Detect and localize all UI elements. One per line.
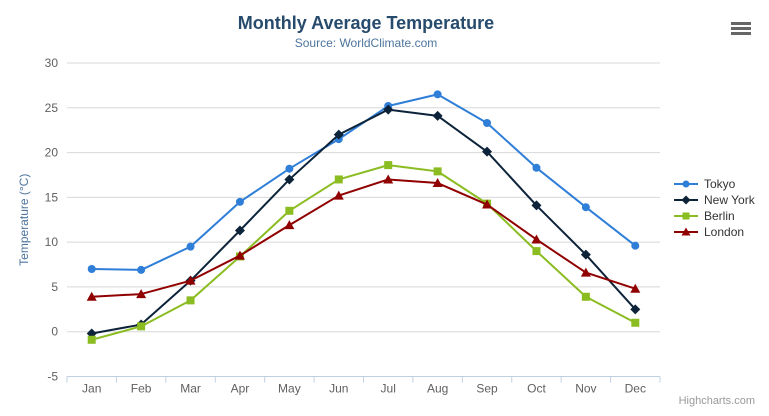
- context-menu-button[interactable]: [728, 17, 754, 39]
- circle-marker[interactable]: [235, 197, 244, 206]
- triangle-marker[interactable]: [580, 267, 591, 277]
- circle-marker[interactable]: [631, 241, 640, 250]
- square-marker[interactable]: [581, 292, 590, 301]
- legend: Tokyo New York Berlin London: [673, 176, 755, 240]
- diamond-marker[interactable]: [482, 146, 493, 157]
- triangle-marker[interactable]: [136, 289, 147, 299]
- legend-triangle-symbol: [674, 227, 698, 236]
- circle-marker[interactable]: [483, 119, 492, 128]
- legend-item-london[interactable]: London: [673, 224, 755, 240]
- x-axis-tick-label: Aug: [427, 382, 448, 396]
- circle-marker[interactable]: [682, 180, 690, 188]
- legend-item-new-york[interactable]: New York: [673, 192, 755, 208]
- y-axis-tick-label: 10: [45, 235, 59, 249]
- triangle-marker[interactable]: [681, 227, 691, 236]
- chart-title: Monthly Average Temperature: [237, 13, 495, 33]
- y-axis-tick-label: 25: [45, 101, 59, 115]
- series-new-york[interactable]: [86, 104, 641, 339]
- triangle-marker[interactable]: [630, 283, 641, 293]
- x-axis-tick-label: Apr: [231, 382, 250, 396]
- x-axis-tick-label: Dec: [625, 382, 646, 396]
- x-axis-tick-label: Nov: [575, 382, 596, 396]
- legend-square-symbol: [674, 212, 698, 220]
- series-line[interactable]: [90, 178, 637, 298]
- y-axis-tick-label: 20: [45, 146, 59, 160]
- legend-label: London: [704, 225, 745, 239]
- square-marker[interactable]: [186, 296, 195, 305]
- series-line[interactable]: [90, 164, 637, 341]
- x-axis-tick-label: Feb: [131, 382, 152, 396]
- triangle-marker[interactable]: [333, 190, 344, 200]
- legend-diamond-symbol: [674, 195, 698, 205]
- diamond-marker[interactable]: [630, 304, 641, 315]
- y-axis-tick-label: -5: [47, 370, 58, 384]
- diamond-marker[interactable]: [383, 104, 394, 115]
- triangle-marker[interactable]: [86, 291, 97, 301]
- x-axis-tick-label: Jan: [82, 382, 101, 396]
- diamond-marker[interactable]: [333, 129, 344, 140]
- y-axis-tick-label: 5: [51, 280, 58, 294]
- y-axis-tick-label: 30: [45, 56, 59, 70]
- square-marker[interactable]: [682, 212, 690, 220]
- triangle-marker[interactable]: [482, 199, 493, 209]
- triangle-marker[interactable]: [284, 220, 295, 230]
- circle-marker[interactable]: [285, 164, 294, 173]
- chart-subtitle: Source: WorldClimate.com: [294, 36, 438, 50]
- triangle-marker[interactable]: [383, 174, 394, 184]
- x-axis-tick-label: Mar: [180, 382, 201, 396]
- square-marker[interactable]: [137, 322, 146, 331]
- series-tokyo[interactable]: [87, 90, 640, 274]
- diamond-marker[interactable]: [432, 110, 443, 121]
- hamburger-icon: [731, 26, 751, 30]
- circle-marker[interactable]: [581, 203, 590, 212]
- y-axis-tick-label: 0: [51, 325, 58, 339]
- square-marker[interactable]: [285, 206, 294, 215]
- triangle-marker[interactable]: [234, 250, 245, 260]
- legend-label: New York: [704, 193, 755, 207]
- square-marker[interactable]: [384, 161, 393, 170]
- x-axis-tick-label: Oct: [527, 382, 546, 396]
- hamburger-icon: [731, 31, 751, 35]
- circle-marker[interactable]: [137, 265, 146, 274]
- legend-item-tokyo[interactable]: Tokyo: [673, 176, 755, 192]
- circle-marker[interactable]: [433, 90, 442, 99]
- x-axis-tick-label: Jun: [329, 382, 348, 396]
- legend-label: Berlin: [704, 209, 735, 223]
- square-marker[interactable]: [334, 175, 343, 184]
- series-london[interactable]: [86, 174, 641, 301]
- square-marker[interactable]: [532, 247, 541, 256]
- diamond-marker[interactable]: [531, 200, 542, 211]
- square-marker[interactable]: [433, 167, 442, 176]
- circle-marker[interactable]: [532, 163, 541, 172]
- triangle-marker[interactable]: [531, 234, 542, 244]
- x-axis-tick-label: Sep: [476, 382, 498, 396]
- y-axis-title: Temperature (°C): [17, 174, 31, 266]
- diamond-marker[interactable]: [234, 225, 245, 236]
- hamburger-icon: [731, 21, 751, 25]
- triangle-marker[interactable]: [432, 178, 443, 188]
- circle-marker[interactable]: [186, 242, 195, 251]
- highcharts-credit-link[interactable]: Highcharts.com: [678, 395, 755, 407]
- legend-circle-symbol: [674, 180, 698, 188]
- square-marker[interactable]: [631, 318, 640, 327]
- legend-item-berlin[interactable]: Berlin: [673, 208, 755, 224]
- legend-label: Tokyo: [704, 177, 736, 191]
- x-axis-tick-label: Jul: [381, 382, 396, 396]
- x-axis-tick-label: May: [278, 382, 301, 396]
- triangle-marker[interactable]: [185, 275, 196, 285]
- diamond-marker[interactable]: [580, 249, 591, 260]
- series-line[interactable]: [90, 93, 637, 271]
- series-line[interactable]: [90, 108, 637, 335]
- diamond-marker[interactable]: [284, 174, 295, 185]
- y-axis-tick-label: 15: [45, 190, 59, 204]
- diamond-marker[interactable]: [681, 195, 691, 205]
- circle-marker[interactable]: [87, 265, 96, 274]
- square-marker[interactable]: [87, 335, 96, 344]
